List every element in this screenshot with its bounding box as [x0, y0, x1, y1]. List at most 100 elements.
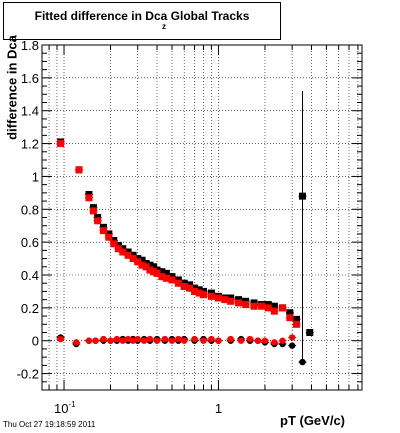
data-point-circle [73, 339, 80, 346]
data-marks [56, 138, 314, 366]
data-point-square [221, 296, 229, 304]
data-point-square [99, 227, 107, 235]
data-point-circle [168, 337, 176, 344]
data-point-circle [146, 335, 154, 343]
y-axis-label: difference in Dca [4, 35, 20, 140]
data-point-square [89, 207, 97, 215]
data-point-circle [254, 337, 262, 344]
title-subscript: z [162, 22, 166, 31]
data-point-circle [299, 358, 306, 366]
data-point-square [138, 256, 146, 264]
data-point-square [264, 304, 272, 312]
data-point-square [168, 276, 176, 284]
data-point-square [134, 258, 142, 266]
data-point-circle [288, 342, 296, 349]
axis-ticks [42, 44, 362, 391]
data-point-square [214, 294, 222, 302]
data-point-square [174, 279, 182, 287]
data-point-square [258, 302, 266, 310]
y-tick-label: -0.2 [17, 367, 39, 382]
data-point-square [129, 255, 137, 263]
data-point-square [200, 291, 208, 299]
data-point-circle [134, 335, 141, 343]
data-point-square [110, 240, 118, 248]
y-tick-label: 1 [32, 169, 39, 184]
data-point-square [114, 245, 122, 253]
data-point-circle [191, 335, 198, 343]
y-tick-label: 0.4 [21, 268, 39, 283]
data-point-square [286, 309, 294, 317]
y-tick-label: 0 [32, 334, 39, 349]
data-point-circle [85, 337, 93, 344]
y-tick-label: 1.4 [21, 104, 39, 119]
data-point-square [119, 248, 127, 256]
data-point-circle [271, 339, 278, 346]
x-axis-label: pT (GeV/c) [280, 413, 346, 428]
data-point-circle [279, 337, 286, 344]
title-box: Fitted difference in Dca Global Tracks z [3, 2, 281, 40]
data-point-circle [107, 337, 114, 344]
data-point-square [186, 284, 194, 292]
x-tick-label: 1 [215, 401, 222, 416]
data-point-square [235, 299, 243, 307]
x-tick-label: 10-1 [54, 400, 76, 416]
y-tick-label: 1.2 [21, 137, 39, 152]
data-point-square [298, 192, 306, 200]
data-point-circle [227, 335, 234, 343]
data-point-square [306, 329, 314, 336]
data-point-circle [175, 335, 182, 343]
title-suffix: Global Tracks [170, 9, 250, 23]
data-point-circle [288, 334, 296, 341]
data-point-square [162, 274, 170, 282]
data-point-square [142, 263, 150, 271]
data-point-square [158, 273, 166, 281]
data-point-square [286, 314, 294, 322]
data-point-square [195, 289, 203, 297]
y-tick-label: 0.2 [21, 301, 39, 316]
data-point-circle [208, 335, 215, 343]
data-point-square [279, 304, 287, 312]
data-point-square [85, 194, 93, 202]
data-point-square [270, 302, 278, 310]
data-point-circle [237, 337, 245, 344]
tick-labels: -0.2 0 0.2 0.4 0.6 0.8 1 1.2 1.4 1.6 1.8 10-1 1 [17, 38, 222, 416]
data-point-square [242, 301, 250, 309]
data-point-circle [153, 337, 161, 344]
data-point-square [57, 140, 65, 148]
y-tick-label: 0.6 [21, 235, 39, 250]
data-point-circle [113, 335, 121, 343]
data-point-square [153, 269, 161, 277]
data-point-square [250, 302, 258, 310]
data-point-square [292, 315, 300, 323]
data-point-circle [161, 335, 169, 343]
data-point-square [227, 297, 235, 305]
data-point-square [270, 307, 278, 315]
title-text: Fitted difference in Dca [34, 9, 168, 23]
data-point-square [124, 251, 132, 259]
data-point-square [105, 233, 113, 241]
data-point-circle [246, 335, 254, 343]
data-point-square [292, 320, 300, 328]
data-point-square [207, 292, 215, 300]
data-point-square [180, 283, 188, 290]
data-point-square [162, 269, 170, 277]
data-point-circle [215, 337, 222, 344]
chart-title: Fitted difference in Dca Global Tracks [4, 9, 280, 23]
data-point-square [158, 268, 166, 276]
data-point-circle [92, 337, 99, 344]
data-point-circle [200, 337, 207, 344]
data-point-square [138, 261, 146, 269]
y-tick-label: 1.8 [21, 38, 39, 53]
data-point-square [75, 166, 83, 174]
timestamp: Thu Oct 27 19:18:59 2011 [3, 420, 96, 429]
data-point-circle [181, 337, 188, 344]
data-point-circle [57, 335, 64, 343]
data-point-circle [140, 337, 148, 344]
data-point-square [191, 287, 199, 295]
data-point-square [146, 266, 154, 274]
data-point-square [146, 261, 154, 269]
y-tick-label: 0.8 [21, 202, 39, 217]
data-point-circle [100, 335, 107, 343]
x-tick-label-exponent: -1 [69, 400, 77, 409]
